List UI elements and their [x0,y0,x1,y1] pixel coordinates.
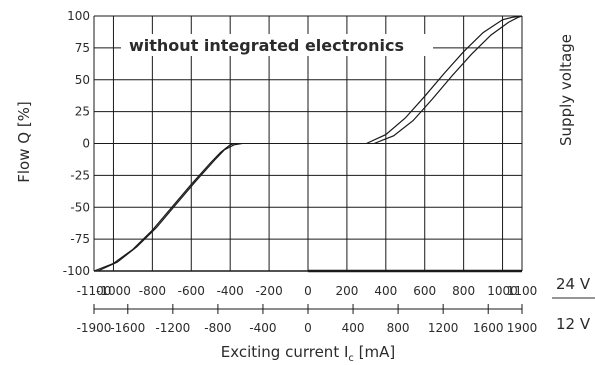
x-tick-label-24v-12: 1100 [507,284,538,298]
x-tick-label-12v-0: -1900 [77,321,112,335]
y-tick-label-3: 25 [75,105,90,119]
x-tick-label-12v-6: 400 [342,321,365,335]
x-tick-label-24v-6: 0 [304,284,312,298]
y-tick-label-8: -100 [63,264,90,278]
x-tick-label-12v-10: 1900 [507,321,538,335]
y-tick-label-2: 50 [75,73,90,87]
x-axis-label-unit: [mA] [354,343,395,361]
flow-curve-0 [93,142,235,272]
x-tick-label-24v-10: 800 [452,284,475,298]
x-tick-label-24v-1: -1000 [96,284,131,298]
x-tick-label-24v-7: 200 [335,284,358,298]
tick-labels: 100 75 50 25 0 -25 -50 -75 -100 -1100-1000 -800 -60… [63,9,538,335]
x-tick-label-12v-4: -400 [249,321,276,335]
supply-voltage-label: Supply voltage [557,34,575,146]
title-background [121,34,433,56]
y-tick-label-6: -50 [70,200,90,214]
x-tick-label-24v-0: -1100 [77,284,112,298]
x-tick-label-24v-3: -600 [178,284,205,298]
grid [93,15,523,273]
chart-title: without integrated electronics [129,36,404,55]
x-tick-label-12v-8: 1200 [428,321,459,335]
x-tick-label-24v-5: -200 [255,284,282,298]
voltage-label-24v: 24 V [556,275,591,293]
x-tick-label-24v-4: -400 [217,284,244,298]
y-tick-label-0: 100 [67,9,90,23]
x-tick-label-12v-3: -800 [204,321,231,335]
flow-curves [93,15,523,272]
voltage-label-12v: 12 V [556,315,591,333]
x-tick-label-12v-7: 800 [387,321,410,335]
x-tick-label-24v-9: 600 [413,284,436,298]
flow-curve-2 [366,15,523,145]
y-tick-label-7: -75 [70,232,90,246]
flow-curve-1 [97,142,242,272]
flow-curve-3 [373,15,523,145]
x-axis-label-main: Exciting current I [221,343,349,361]
x-tick-label-24v-2: -800 [139,284,166,298]
x-axis-label: Exciting current Ic [mA] [221,343,396,364]
y-tick-label-1: 75 [75,41,90,55]
x-tick-label-12v-2: -1200 [155,321,190,335]
x-tick-label-12v-9: 1600 [473,321,504,335]
y-axis-label: Flow Q [%] [15,101,33,183]
y-tick-label-4: 0 [82,137,90,151]
x-tick-label-24v-11: 1000 [487,284,518,298]
y-tick-label-5: -25 [70,168,90,182]
x-axis-label-subscript: c [348,353,354,364]
x-tick-label-24v-8: 400 [374,284,397,298]
x-tick-label-12v-5: 0 [304,321,312,335]
x-tick-label-12v-1: -1600 [110,321,145,335]
